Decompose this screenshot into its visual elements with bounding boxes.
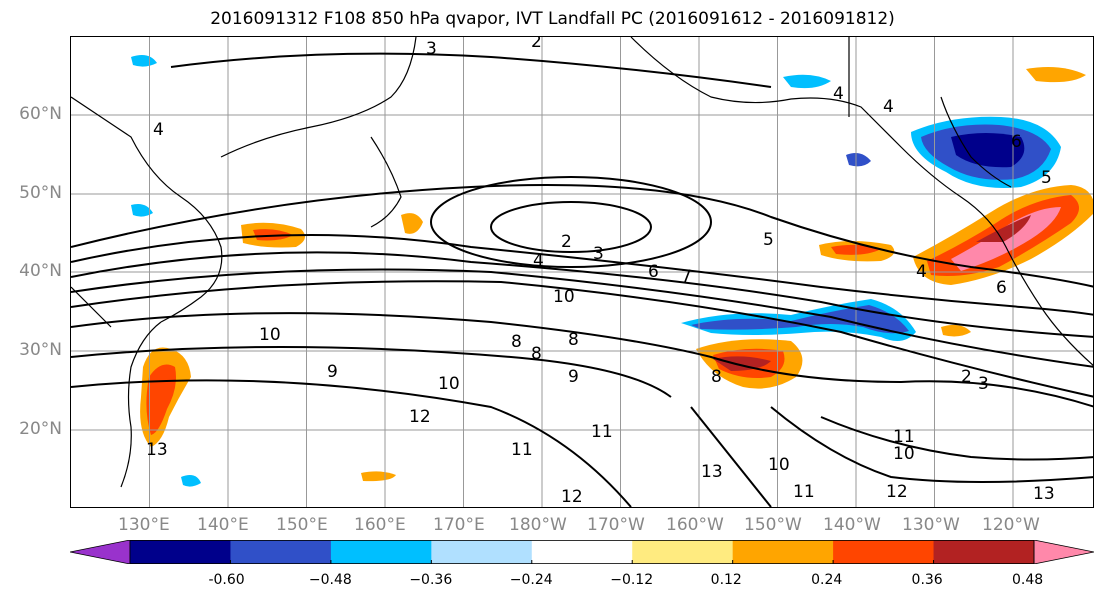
colorbar-tick-label: 0.36	[911, 572, 943, 588]
contour-label: 3	[978, 374, 989, 394]
contour-label: 10	[259, 325, 281, 345]
colorbar-tick-label: 0.24	[811, 572, 843, 588]
contour-label: 11	[511, 440, 533, 460]
contour-label: 4	[833, 84, 844, 104]
colorbar	[70, 540, 1094, 564]
colorbar-outline	[129, 540, 1035, 564]
lon-label: 130°E	[118, 515, 170, 535]
lat-label: 30°N	[19, 340, 62, 360]
lat-label: 40°N	[19, 261, 62, 281]
colorbar-swatch	[732, 540, 834, 564]
map-canvas: 3 2 4 4 4 6 2 3 4 5 6 7 10 8 8 8 9 9 10 …	[71, 37, 1093, 507]
lon-label: 130°W	[902, 515, 960, 535]
lon-label: 180°W	[509, 515, 567, 535]
contour-label: 3	[593, 244, 604, 264]
colorbar-extend-high	[1033, 540, 1094, 564]
lon-label: 120°W	[982, 515, 1040, 535]
colorbar-extend-low	[70, 540, 131, 564]
colorbar-tick-label: −0.24	[509, 572, 553, 588]
colorbar-tick-label: −0.48	[308, 572, 352, 588]
contour-label: 6	[996, 278, 1007, 298]
contour-label: 10	[768, 455, 790, 475]
colorbar-tick-label: −0.36	[409, 572, 453, 588]
contour-label: 2	[531, 37, 542, 52]
lon-label: 150°W	[744, 515, 802, 535]
contour-label: 4	[916, 262, 927, 282]
contour-label: 8	[568, 330, 579, 350]
colorbar-tick-label: 0.12	[710, 572, 742, 588]
contour-label: 9	[327, 362, 338, 382]
colorbar-tick-label: 0.48	[1012, 572, 1044, 588]
contour-label: 8	[711, 367, 722, 387]
contour-label: 8	[511, 332, 522, 352]
contour-label: 10	[438, 374, 460, 394]
contour-label: 2	[961, 367, 972, 387]
lon-label: 140°E	[197, 515, 249, 535]
colorbar-swatch	[933, 540, 1035, 564]
contour-label: 2	[561, 232, 572, 252]
contour-label: 4	[883, 97, 894, 117]
coastlines	[71, 37, 1093, 488]
contour-label: 13	[701, 462, 723, 482]
contour-label: 10	[553, 287, 575, 307]
contour-label: 11	[591, 422, 613, 442]
lon-label: 170°W	[587, 515, 645, 535]
lon-label: 160°E	[354, 515, 406, 535]
contour-label: 3	[426, 39, 437, 59]
colorbar-swatch	[632, 540, 734, 564]
lon-label: 140°W	[823, 515, 881, 535]
contour-label: 5	[1041, 168, 1052, 188]
contour-label: 4	[533, 251, 544, 271]
colorbar-tick-label: −0.12	[610, 572, 654, 588]
qvapor-contours	[71, 52, 1093, 507]
contour-label: 13	[1033, 484, 1055, 504]
contour-label: 12	[886, 482, 908, 502]
colorbar-tick-label: -0.60	[208, 572, 245, 588]
contour-label: 8	[531, 344, 542, 364]
contour-label: 12	[409, 407, 431, 427]
lat-label: 60°N	[19, 104, 62, 124]
contour-label: 9	[568, 367, 579, 387]
lon-label: 170°E	[433, 515, 485, 535]
colorbar-swatch	[833, 540, 935, 564]
contour-label: 11	[793, 482, 815, 502]
lon-label: 160°W	[666, 515, 724, 535]
map-title: 2016091312 F108 850 hPa qvapor, IVT Land…	[210, 9, 895, 29]
lat-label: 20°N	[19, 419, 62, 439]
map-panel: 3 2 4 4 4 6 2 3 4 5 6 7 10 8 8 8 9 9 10 …	[70, 36, 1094, 508]
contour-label: 11	[893, 427, 915, 447]
contour-label: 4	[153, 120, 164, 140]
positive-anomaly-shading	[140, 67, 1093, 482]
graticule	[71, 37, 1093, 507]
contour-label: 6	[648, 262, 659, 282]
contour-labels: 3 2 4 4 4 6 2 3 4 5 6 7 10 8 8 8 9 9 10 …	[146, 37, 1055, 507]
colorbar-swatch	[330, 540, 432, 564]
colorbar-swatch	[431, 540, 533, 564]
contour-label: 7	[681, 267, 692, 287]
colorbar-swatch	[130, 540, 231, 564]
contour-label: 12	[561, 487, 583, 507]
contour-label: 6	[1011, 132, 1022, 152]
contour-label: 13	[146, 440, 168, 460]
lon-label: 150°E	[276, 515, 328, 535]
colorbar-swatch	[531, 540, 633, 564]
contour-label: 10	[893, 444, 915, 464]
lat-label: 50°N	[19, 183, 62, 203]
colorbar-swatch	[230, 540, 332, 564]
contour-label: 5	[763, 230, 774, 250]
